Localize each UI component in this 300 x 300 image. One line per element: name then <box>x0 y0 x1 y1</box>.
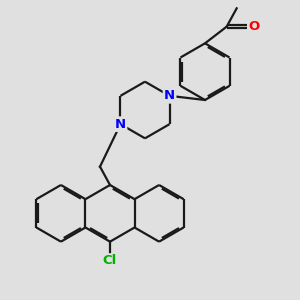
Text: Cl: Cl <box>103 254 117 268</box>
Text: N: N <box>164 89 175 102</box>
Text: N: N <box>115 118 126 131</box>
Text: O: O <box>248 20 260 33</box>
